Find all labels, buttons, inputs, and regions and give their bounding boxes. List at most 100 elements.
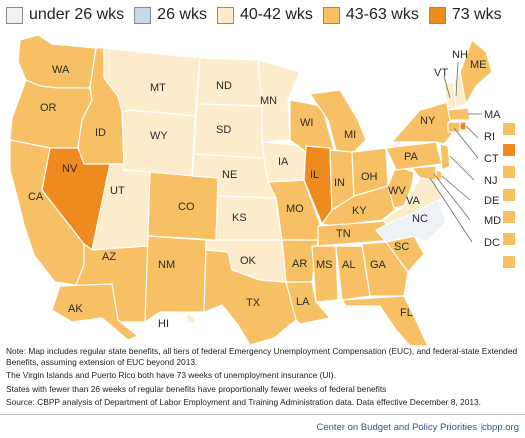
note-main: Note: Map includes regular state benefit… [6, 346, 518, 367]
label-mt: MT [150, 82, 166, 94]
legend: under 26 wks 26 wks 40-42 wks 43-63 wks … [6, 6, 502, 24]
label-ms: MS [316, 259, 333, 271]
label-nj: NJ [484, 175, 497, 187]
label-la: LA [296, 296, 310, 308]
state-mi [309, 89, 367, 155]
legend-label-26: 26 wks [157, 6, 207, 23]
note-territories: The Virgin Islands and Puerto Rico both … [6, 370, 336, 381]
label-nc: NC [412, 213, 428, 225]
label-az: AZ [102, 251, 116, 263]
label-ok: OK [240, 255, 257, 267]
label-ga: GA [370, 259, 387, 271]
label-wi: WI [300, 117, 313, 129]
state-la [285, 281, 331, 325]
notes: Note: Map includes regular state benefit… [6, 346, 519, 411]
label-de: DE [484, 195, 499, 207]
label-co: CO [178, 201, 195, 213]
state-nj [439, 143, 451, 171]
legend-item-under-26: under 26 wks [6, 6, 124, 24]
label-id: ID [95, 127, 106, 139]
label-me: ME [470, 59, 487, 71]
label-md: MD [484, 215, 501, 227]
swatch-dc [503, 256, 515, 268]
label-ky: KY [352, 205, 367, 217]
label-or: OR [40, 102, 57, 114]
footer: Center on Budget and Policy Priorities |… [0, 414, 525, 438]
label-ne: NE [222, 169, 237, 181]
label-ut: UT [110, 185, 125, 197]
label-tx: TX [246, 297, 261, 309]
label-tn: TN [336, 228, 351, 240]
footer-source-link[interactable]: Center on Budget and Policy Priorities [316, 422, 477, 433]
label-ma: MA [484, 109, 501, 121]
label-ca: CA [28, 191, 44, 203]
label-vt: VT [434, 67, 448, 79]
label-mn: MN [260, 95, 277, 107]
label-sc: SC [394, 241, 409, 253]
footer-url-link[interactable]: cbpp.org [482, 422, 519, 433]
label-wv: WV [388, 185, 406, 197]
label-ri: RI [484, 131, 495, 143]
label-nv: NV [62, 163, 78, 175]
label-ny: NY [420, 115, 436, 127]
state-me [459, 39, 493, 105]
legend-item-43-63: 43-63 wks [322, 6, 419, 24]
label-fl: FL [400, 307, 413, 319]
label-ks: KS [232, 212, 247, 224]
state-ms [311, 245, 339, 303]
swatch-ri [503, 144, 515, 156]
state-wa [17, 34, 97, 89]
label-nd: ND [216, 80, 232, 92]
state-fl [341, 295, 429, 345]
legend-swatch-under-26 [6, 6, 23, 24]
legend-label-73: 73 wks [451, 6, 502, 23]
state-nm [144, 235, 207, 323]
state-va [383, 175, 443, 225]
callout-lines [429, 61, 482, 243]
label-mi: MI [344, 129, 356, 141]
state-ma [447, 107, 471, 121]
legend-label-40-42: 40-42 wks [239, 6, 313, 23]
state-ga [361, 241, 409, 297]
label-ia: IA [278, 156, 289, 168]
label-oh: OH [361, 171, 378, 183]
label-ar: AR [292, 258, 307, 270]
label-hi: HI [158, 318, 169, 330]
legend-swatch-40-42 [216, 6, 234, 24]
swatch-nj [503, 189, 515, 201]
label-al: AL [342, 259, 355, 271]
note-fewer-weeks: States with fewer than 26 weeks of regul… [6, 383, 387, 394]
label-in: IN [334, 177, 345, 189]
state-ks [215, 195, 283, 241]
label-ak: AK [68, 303, 83, 315]
label-va: VA [406, 195, 421, 207]
swatch-ma [503, 123, 515, 135]
state-hi [185, 313, 197, 325]
legend-item-26: 26 wks [134, 6, 207, 24]
note-source: Source: CBPP analysis of Department of L… [6, 397, 481, 408]
label-dc: DC [484, 237, 500, 249]
state-ak [51, 283, 139, 341]
footer-separator: | [480, 422, 483, 433]
us-map: WA OR CA ID NV MT WY UT AZ CO NM ND SD N… [9, 34, 515, 345]
label-nm: NM [158, 259, 175, 271]
swatch-ct [503, 166, 515, 178]
label-nh: NH [452, 49, 468, 61]
legend-label-43-63: 43-63 wks [345, 6, 419, 23]
legend-item-40-42: 40-42 wks [216, 6, 313, 24]
label-wa: WA [52, 64, 70, 76]
state-de [435, 169, 443, 181]
state-tx [203, 249, 297, 345]
state-ri [459, 121, 467, 131]
legend-swatch-43-63 [322, 6, 340, 24]
state-wy [121, 109, 196, 177]
swatch-de [503, 211, 515, 223]
label-mo: MO [286, 203, 304, 215]
label-pa: PA [404, 151, 419, 163]
label-sd: SD [216, 124, 231, 136]
state-md [411, 165, 437, 181]
swatch-md [503, 233, 515, 245]
label-ct: CT [484, 153, 499, 165]
legend-item-73: 73 wks [428, 6, 502, 24]
legend-swatch-73 [428, 6, 446, 24]
